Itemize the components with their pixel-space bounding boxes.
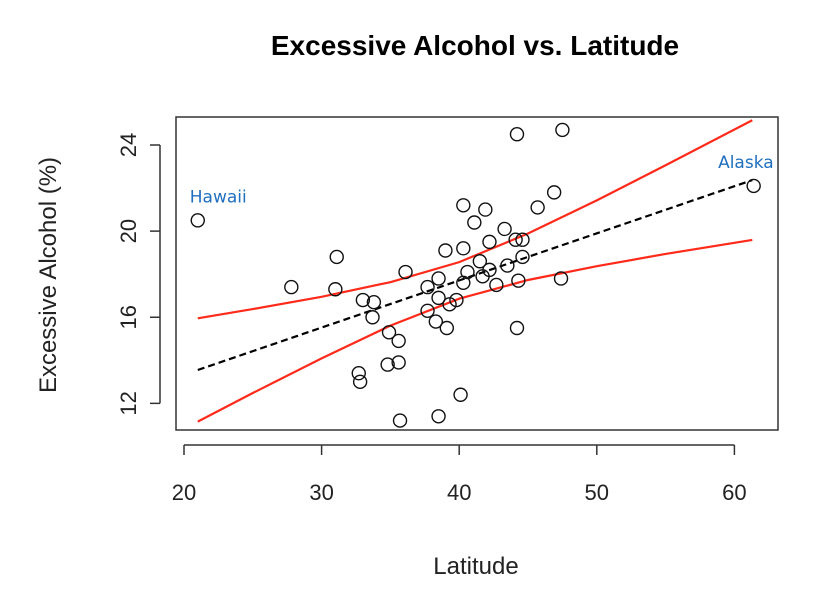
annotations: Hawaii Alaska (190, 153, 774, 207)
x-axis-label: Latitude (433, 553, 518, 580)
data-point (328, 282, 343, 297)
data-point (453, 387, 468, 402)
data-point (398, 264, 413, 280)
confidence-bands (197, 119, 753, 423)
data-point (428, 314, 444, 329)
x-axis: 20 30 40 50 60 (172, 444, 747, 505)
data-point (351, 366, 366, 381)
data-point (439, 320, 455, 336)
plot-frame (175, 116, 779, 431)
annotation-alaska: Alaska (718, 153, 774, 173)
data-point (420, 279, 435, 295)
data-point (381, 325, 397, 340)
chart-title: Excessive Alcohol vs. Latitude (271, 30, 679, 61)
x-tick-label: 20 (172, 480, 196, 505)
x-tick-label: 60 (722, 480, 746, 505)
data-point (284, 279, 299, 295)
data-points (190, 122, 761, 428)
regression-line (197, 179, 753, 372)
data-point (380, 357, 395, 372)
data-point (329, 249, 344, 265)
confidence-band-upper (197, 119, 753, 320)
data-point (746, 178, 761, 194)
data-point (391, 333, 406, 349)
data-point (472, 254, 488, 269)
data-point (515, 232, 530, 247)
data-point (438, 243, 453, 258)
y-axis: 12 16 20 24 (116, 133, 161, 416)
data-point (478, 202, 493, 217)
data-point (482, 234, 497, 250)
data-point (467, 215, 482, 230)
confidence-band-lower (197, 238, 753, 423)
y-tick-label: 20 (116, 219, 141, 243)
x-tick-label: 50 (585, 480, 609, 505)
data-point (431, 409, 446, 424)
data-point (508, 232, 523, 247)
y-tick-label: 12 (116, 391, 141, 415)
data-point (442, 297, 457, 312)
data-point (482, 262, 497, 278)
data-point (489, 277, 504, 293)
y-axis-label: Excessive Alcohol (%) (35, 157, 62, 393)
data-point (555, 122, 570, 138)
data-point (509, 127, 525, 142)
data-point (546, 185, 562, 200)
data-point (456, 241, 471, 256)
data-point (431, 290, 446, 306)
data-point (530, 200, 545, 215)
data-point (431, 271, 446, 286)
data-point (509, 320, 525, 336)
data-point (553, 271, 569, 286)
x-tick-label: 30 (309, 480, 333, 505)
data-point (497, 221, 512, 237)
data-point (366, 294, 382, 310)
data-point (352, 374, 368, 390)
data-point (500, 258, 515, 273)
y-tick-label: 24 (116, 133, 141, 157)
fit-line-group (197, 179, 753, 372)
data-point (449, 292, 464, 308)
data-point (515, 249, 530, 265)
annotation-hawaii: Hawaii (190, 187, 247, 207)
data-point (420, 303, 435, 318)
data-point (456, 275, 471, 290)
data-point (392, 413, 408, 428)
data-point (511, 273, 526, 288)
data-point (365, 310, 380, 325)
y-tick-label: 16 (116, 305, 141, 329)
data-point (190, 213, 205, 228)
data-point (456, 198, 471, 213)
data-point (391, 355, 406, 370)
data-point (355, 292, 371, 308)
x-tick-label: 40 (447, 480, 471, 505)
